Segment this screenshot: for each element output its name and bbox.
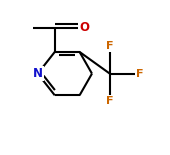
Text: O: O [79, 21, 89, 34]
Text: F: F [136, 69, 144, 79]
Text: N: N [33, 67, 43, 80]
Text: F: F [106, 96, 114, 106]
Text: F: F [106, 42, 114, 51]
